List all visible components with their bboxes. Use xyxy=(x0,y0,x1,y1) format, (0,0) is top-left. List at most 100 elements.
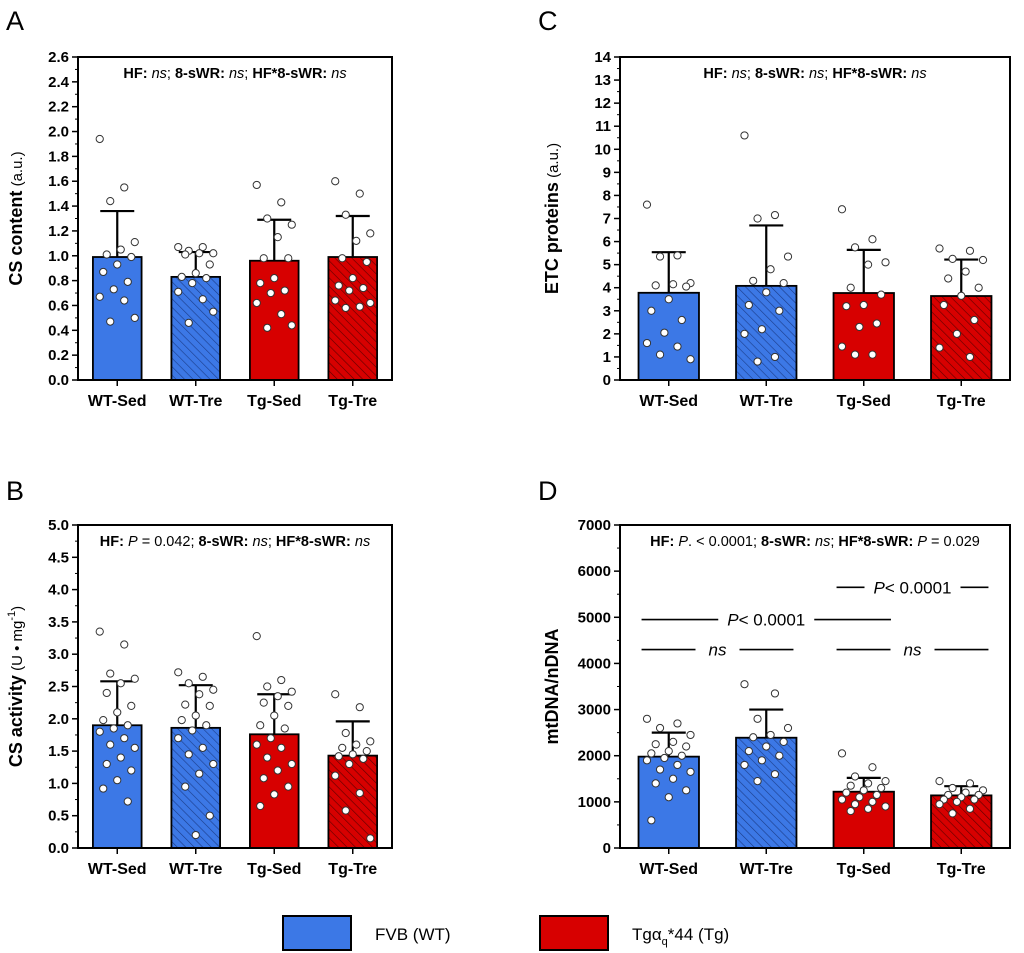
data-point xyxy=(273,766,282,775)
data-point xyxy=(837,342,847,351)
y-tick-label: 2.2 xyxy=(48,99,69,116)
data-point xyxy=(957,291,966,300)
y-tick-label: 4.0 xyxy=(48,582,69,599)
stats-text: HF: ns; 8-sWR: ns; HF*8-sWR: ns xyxy=(123,66,346,82)
data-point xyxy=(753,776,762,786)
data-point xyxy=(355,302,364,311)
data-point xyxy=(749,276,758,285)
data-point xyxy=(116,679,125,688)
stats-text-seg: HF: xyxy=(100,534,124,550)
plot-frame xyxy=(619,56,1011,381)
data-point xyxy=(642,200,652,209)
y-tick-label: 0.0 xyxy=(48,840,69,857)
data-point xyxy=(970,795,979,804)
data-point xyxy=(270,711,279,720)
data-point xyxy=(647,306,656,315)
y-tick-label: 1 xyxy=(603,349,611,366)
data-point xyxy=(740,131,749,140)
stats-text-seg: . < 0.0001; xyxy=(688,534,761,550)
data-point xyxy=(259,774,268,783)
data-point xyxy=(660,328,669,337)
data-point xyxy=(205,811,214,820)
y-tick-label: 1.4 xyxy=(48,198,70,215)
data-point xyxy=(669,280,678,289)
stats-text-seg: HF: xyxy=(650,534,674,550)
stats-text-seg: ns xyxy=(253,534,268,550)
data-point xyxy=(362,257,371,267)
data-point xyxy=(664,295,673,304)
data-point xyxy=(341,210,350,219)
data-point xyxy=(855,322,864,332)
panel-letter: C xyxy=(538,6,558,36)
data-point xyxy=(757,325,766,334)
data-point xyxy=(287,220,296,229)
data-point xyxy=(184,750,193,759)
data-point xyxy=(277,675,286,685)
data-point xyxy=(783,252,793,261)
data-point xyxy=(273,692,282,701)
data-point xyxy=(881,776,890,786)
bar-wt-tre xyxy=(170,726,221,849)
data-point xyxy=(99,784,108,793)
data-point xyxy=(868,763,877,772)
data-point xyxy=(355,703,364,712)
y-axis-label: CS content (a.u.) xyxy=(6,151,26,285)
data-point xyxy=(686,767,695,776)
data-point xyxy=(935,800,944,809)
y-tick-label: 1.0 xyxy=(48,248,69,265)
stats-text-seg: ns xyxy=(331,66,346,82)
data-point xyxy=(864,804,873,813)
bar-wt-sed xyxy=(637,291,700,381)
x-category-label: Tg-Sed xyxy=(837,393,891,410)
data-point xyxy=(280,286,289,295)
y-tick-label: 2.4 xyxy=(48,74,70,91)
y-tick-label: 0.4 xyxy=(48,322,70,339)
data-point xyxy=(130,674,139,683)
legend: FVB (WT) Tgαq*44 (Tg) xyxy=(282,915,729,951)
data-point xyxy=(263,682,272,691)
stats-text: HF: P. < 0.0001; 8-sWR: ns; HF*8-sWR: P … xyxy=(650,534,980,550)
data-point xyxy=(256,801,265,811)
y-tick-label: 0 xyxy=(603,372,611,389)
data-point xyxy=(184,318,193,327)
data-point xyxy=(198,242,207,252)
data-point xyxy=(348,274,357,283)
x-category-label: WT-Tre xyxy=(740,393,793,410)
x-category-label: Tg-Sed xyxy=(247,861,301,878)
data-point xyxy=(682,786,691,795)
data-point xyxy=(270,790,279,799)
data-point xyxy=(341,728,350,738)
data-point xyxy=(673,760,682,770)
data-point xyxy=(655,765,665,774)
stats-text-seg: ns xyxy=(911,66,926,82)
x-category-label: WT-Sed xyxy=(639,861,698,878)
stats-text-seg: ns xyxy=(809,66,824,82)
stats-text-seg: = 0.029 xyxy=(927,534,980,550)
data-point xyxy=(864,779,873,788)
y-axis-label-main: CS activity xyxy=(6,675,26,767)
data-point xyxy=(359,283,368,293)
y-tick-label: 10 xyxy=(594,141,611,158)
data-point xyxy=(352,236,361,245)
comparison-label-seg: ns xyxy=(904,641,922,660)
data-point xyxy=(123,277,132,286)
data-point xyxy=(837,795,847,804)
data-point xyxy=(647,749,656,758)
data-point xyxy=(850,800,860,809)
data-point xyxy=(191,830,200,840)
bar-tg-tre xyxy=(327,754,378,849)
data-point xyxy=(359,754,368,763)
panel-a: A 0.0 0.2 0.4 0.6 0.8 1.0 1.2 1.4 1.6 1.8 2.0 2.2 2.4… xyxy=(6,6,393,410)
y-axis-label: ETC proteins (a.u.) xyxy=(542,143,562,294)
data-point xyxy=(252,632,261,641)
y-tick-label: 13 xyxy=(594,72,611,89)
stats-text-seg: HF: xyxy=(123,66,147,82)
data-point xyxy=(198,295,207,304)
data-point xyxy=(263,214,272,223)
data-point xyxy=(95,292,104,301)
data-point xyxy=(642,714,652,723)
x-category-label: Tg-Tre xyxy=(937,861,986,878)
data-point xyxy=(191,711,200,720)
data-point xyxy=(277,198,286,207)
data-point xyxy=(259,698,268,707)
